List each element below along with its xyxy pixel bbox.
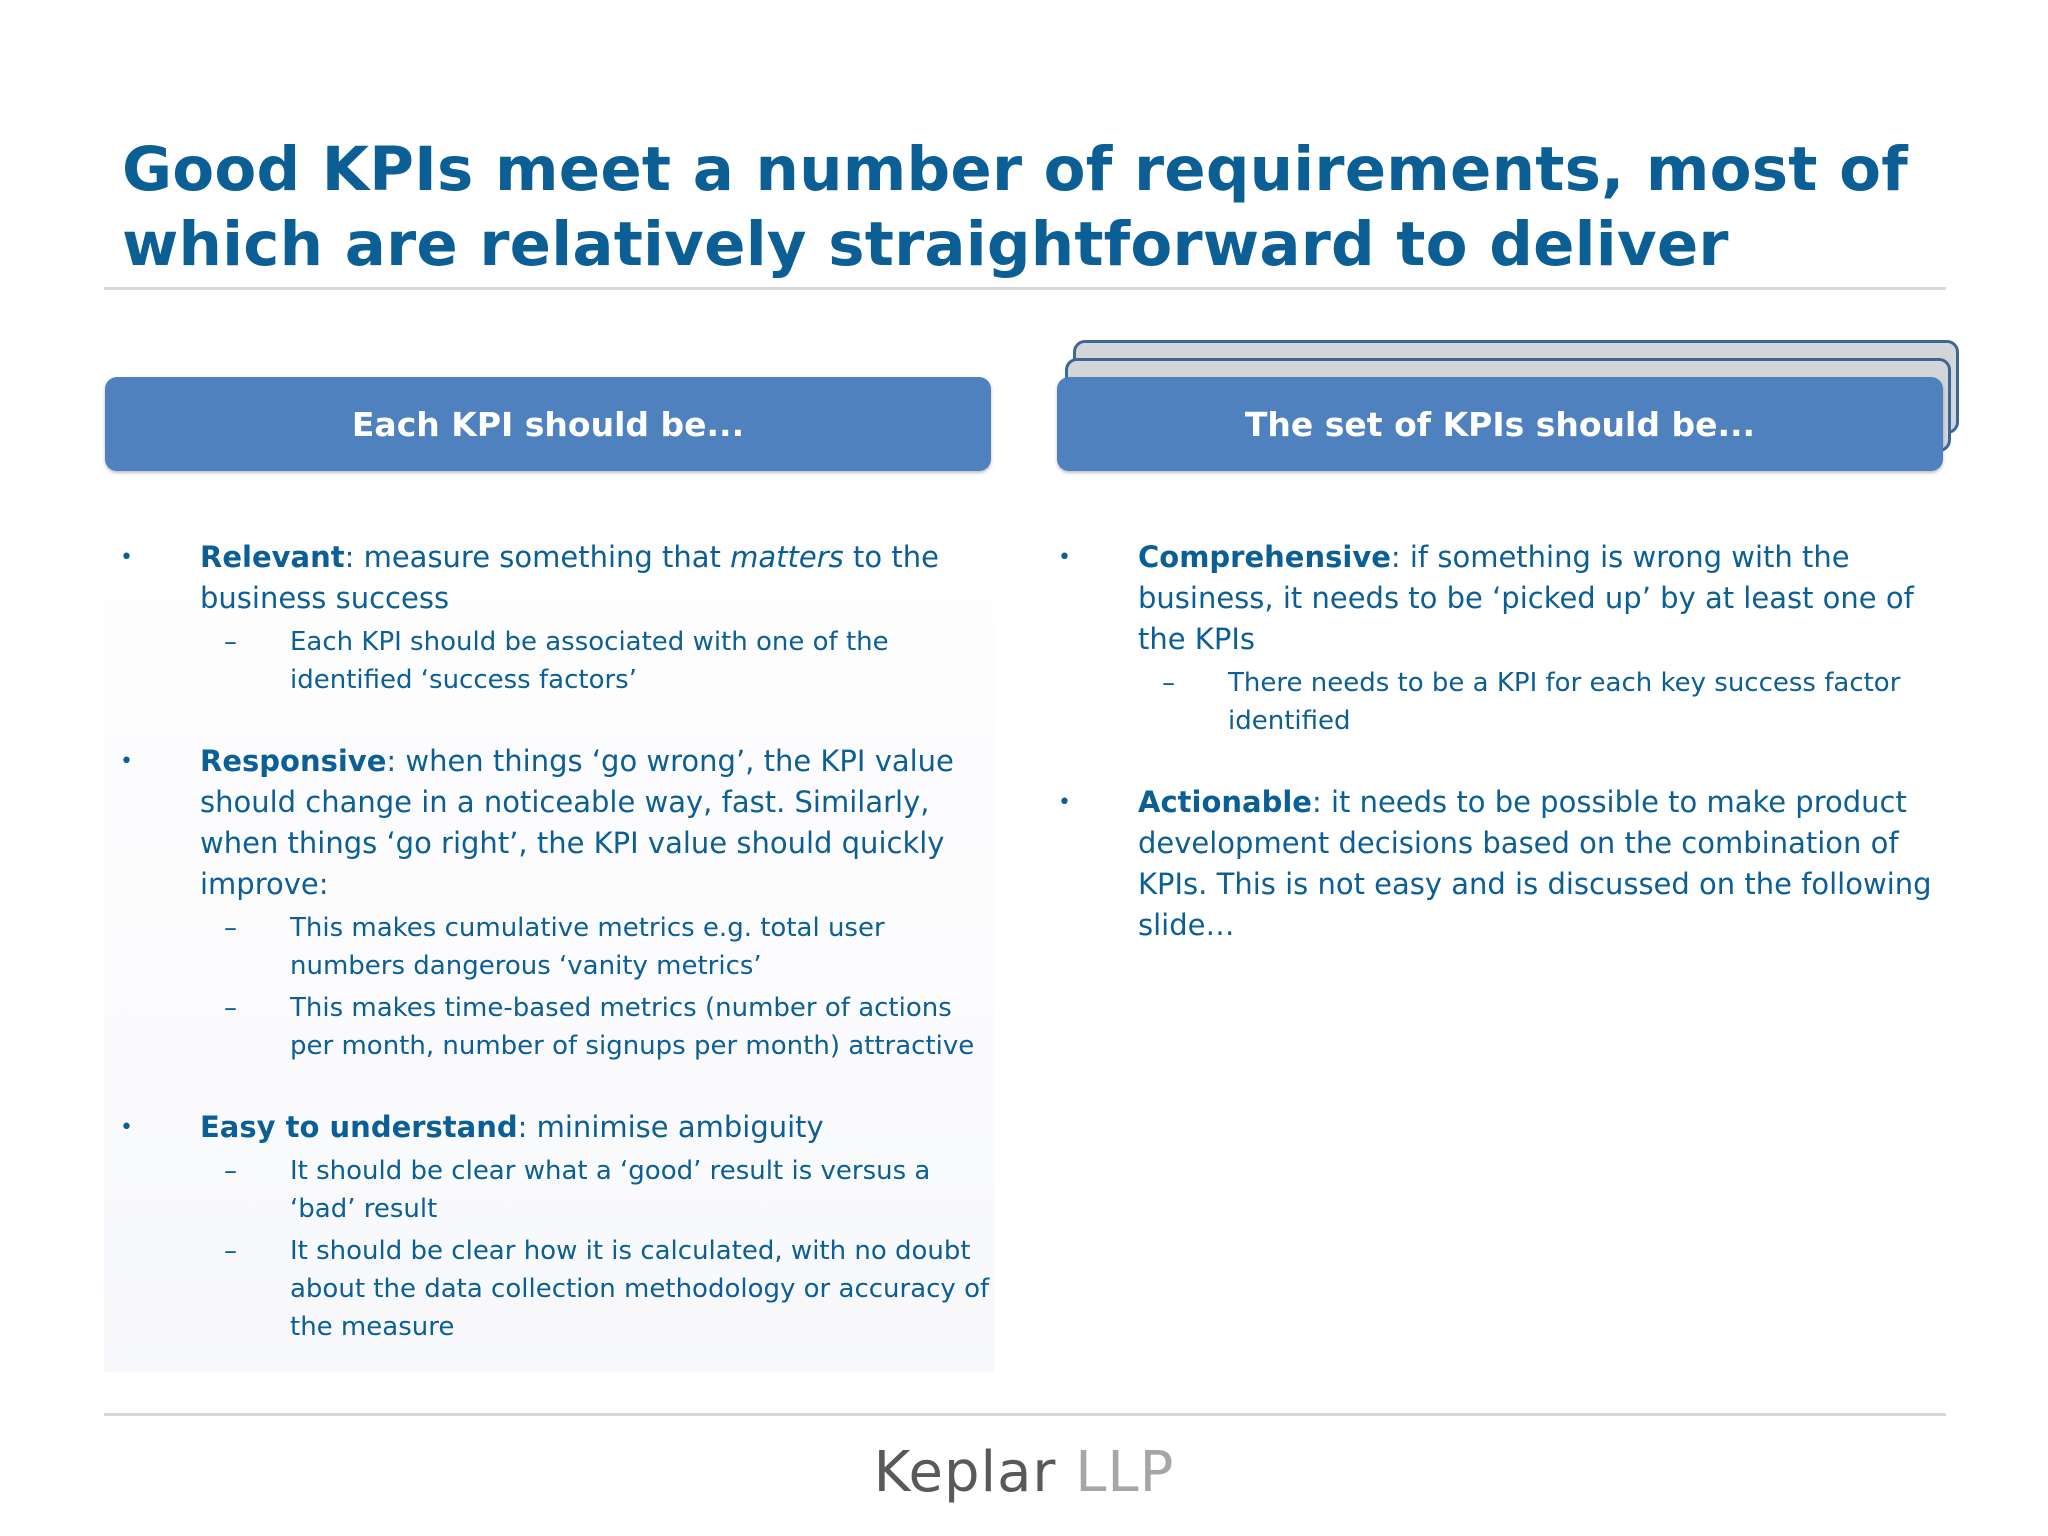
sub-bullet-text: It should be clear what a ‘good’ result … xyxy=(290,1156,931,1224)
each-kpi-header: Each KPI should be... xyxy=(105,377,991,471)
bullet-comprehensive: • Comprehensive: if something is wrong w… xyxy=(1058,537,1938,740)
bullet-text: : measure something that xyxy=(344,540,731,574)
bullet-term: Responsive xyxy=(200,744,387,778)
dash-marker: – xyxy=(224,1156,237,1186)
keplar-logo: Keplar LLP xyxy=(0,1438,2048,1508)
kpi-set-header: The set of KPIs should be... xyxy=(1057,377,1943,471)
sub-bullet: – It should be clear what a ‘good’ resul… xyxy=(120,1152,1000,1228)
dash-marker: – xyxy=(224,627,237,657)
footer-divider xyxy=(104,1413,1946,1416)
logo-llp: LLP xyxy=(1075,1440,1175,1505)
bullet-responsive: • Responsive: when things ‘go wrong’, th… xyxy=(120,741,1000,1065)
sub-bullet-text: It should be clear how it is calculated,… xyxy=(290,1236,990,1342)
sub-bullet-text: There needs to be a KPI for each key suc… xyxy=(1228,668,1901,736)
bullet-term: Comprehensive xyxy=(1138,540,1391,574)
left-column-background xyxy=(104,372,994,1372)
bullet-relevant: • Relevant: measure something that matte… xyxy=(120,537,1000,699)
bullet-text: : if something is wrong with the busines… xyxy=(1138,540,1914,656)
sub-bullet-text: This makes cumulative metrics e.g. total… xyxy=(290,913,885,981)
sub-bullet: – This makes cumulative metrics e.g. tot… xyxy=(120,909,1000,985)
each-kpi-header-label: Each KPI should be... xyxy=(351,404,745,444)
bullet-term: Actionable xyxy=(1138,785,1312,819)
sub-bullet: – There needs to be a KPI for each key s… xyxy=(1058,664,1938,740)
right-bullet-list: • Comprehensive: if something is wrong w… xyxy=(1058,537,1938,946)
bullet-actionable: • Actionable: it needs to be possible to… xyxy=(1058,782,1938,946)
bullet-text-continued: to the business success xyxy=(200,540,939,615)
sub-bullet-text: Each KPI should be associated with one o… xyxy=(290,627,889,695)
bullet-easy-to-understand: • Easy to understand: minimise ambiguity… xyxy=(120,1107,1000,1346)
left-bullet-list: • Relevant: measure something that matte… xyxy=(120,537,1000,1346)
bullet-text: : when things ‘go wrong’, the KPI value … xyxy=(200,744,954,901)
bullet-text: : minimise ambiguity xyxy=(517,1110,824,1144)
logo-keplar: Keplar xyxy=(873,1440,1057,1505)
bullet-term: Easy to understand xyxy=(200,1110,518,1144)
bullet-dot: • xyxy=(120,545,133,570)
bullet-dot: • xyxy=(1058,790,1071,815)
dash-marker: – xyxy=(224,1236,237,1266)
slide-title: Good KPIs meet a number of requirements,… xyxy=(122,134,1908,280)
dash-marker: – xyxy=(1162,668,1175,698)
bullet-dot: • xyxy=(1058,545,1071,570)
bullet-term: Relevant xyxy=(200,540,345,574)
sub-bullet-text: This makes time-based metrics (number of… xyxy=(290,993,975,1061)
sub-bullet: – Each KPI should be associated with one… xyxy=(120,623,1000,699)
sub-bullet: – It should be clear how it is calculate… xyxy=(120,1232,1000,1346)
bullet-text: : it needs to be possible to make produc… xyxy=(1138,785,1932,942)
dash-marker: – xyxy=(224,913,237,943)
sub-bullet: – This makes time-based metrics (number … xyxy=(120,989,1000,1065)
title-divider xyxy=(104,287,1946,290)
dash-marker: – xyxy=(224,993,237,1023)
kpi-set-header-label: The set of KPIs should be... xyxy=(1244,404,1756,444)
bullet-emphasis: matters xyxy=(730,540,844,574)
bullet-dot: • xyxy=(120,1115,133,1140)
bullet-dot: • xyxy=(120,749,133,774)
